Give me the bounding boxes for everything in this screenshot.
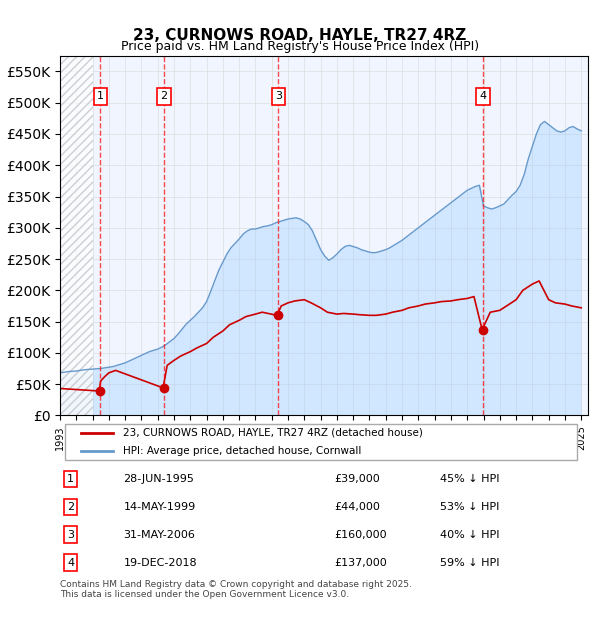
Text: 1: 1 [97, 92, 104, 102]
Text: 28-JUN-1995: 28-JUN-1995 [124, 474, 194, 484]
Text: £44,000: £44,000 [335, 502, 380, 512]
Text: £137,000: £137,000 [335, 557, 388, 568]
Text: 59% ↓ HPI: 59% ↓ HPI [440, 557, 500, 568]
Text: 2: 2 [160, 92, 167, 102]
Text: Price paid vs. HM Land Registry's House Price Index (HPI): Price paid vs. HM Land Registry's House … [121, 40, 479, 53]
Text: 3: 3 [275, 92, 282, 102]
Text: 4: 4 [67, 557, 74, 568]
Text: £39,000: £39,000 [335, 474, 380, 484]
Text: 19-DEC-2018: 19-DEC-2018 [124, 557, 197, 568]
Text: 31-MAY-2006: 31-MAY-2006 [124, 529, 195, 540]
Text: 23, CURNOWS ROAD, HAYLE, TR27 4RZ (detached house): 23, CURNOWS ROAD, HAYLE, TR27 4RZ (detac… [124, 428, 423, 438]
Text: 4: 4 [479, 92, 487, 102]
Text: 3: 3 [67, 529, 74, 540]
Text: 53% ↓ HPI: 53% ↓ HPI [440, 502, 500, 512]
Text: 45% ↓ HPI: 45% ↓ HPI [440, 474, 500, 484]
Text: 40% ↓ HPI: 40% ↓ HPI [440, 529, 500, 540]
Text: 14-MAY-1999: 14-MAY-1999 [124, 502, 196, 512]
Text: 2: 2 [67, 502, 74, 512]
Text: 1: 1 [67, 474, 74, 484]
Text: Contains HM Land Registry data © Crown copyright and database right 2025.
This d: Contains HM Land Registry data © Crown c… [60, 580, 412, 599]
FancyBboxPatch shape [65, 425, 577, 460]
Text: 23, CURNOWS ROAD, HAYLE, TR27 4RZ: 23, CURNOWS ROAD, HAYLE, TR27 4RZ [133, 28, 467, 43]
Text: HPI: Average price, detached house, Cornwall: HPI: Average price, detached house, Corn… [124, 446, 362, 456]
Text: £160,000: £160,000 [335, 529, 387, 540]
